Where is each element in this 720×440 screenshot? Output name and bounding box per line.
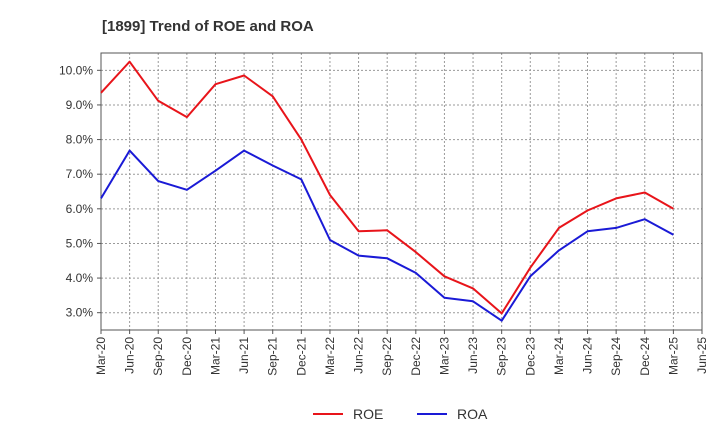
series-line-roa <box>100 149 674 322</box>
x-tick-label: Jun-20 <box>123 337 137 374</box>
y-tick-label: 5.0% <box>66 236 94 250</box>
x-tick-label: Mar-24 <box>552 337 566 375</box>
x-tick-label: Dec-20 <box>180 337 194 376</box>
y-tick-label: 8.0% <box>66 133 94 147</box>
grid-lines <box>101 53 702 330</box>
x-tick-label: Jun-22 <box>352 337 366 374</box>
x-tick-label: Jun-25 <box>695 337 709 374</box>
x-tick-label: Sep-22 <box>380 337 394 376</box>
x-tick-label: Dec-24 <box>638 337 652 376</box>
chart-title: [1899] Trend of ROE and ROA <box>102 18 314 35</box>
x-tick-label: Jun-21 <box>237 337 251 374</box>
x-tick-label: Dec-23 <box>523 337 537 376</box>
x-tick-label: Sep-24 <box>609 337 623 376</box>
y-tick-label: 7.0% <box>66 167 94 181</box>
x-tick-label: Sep-20 <box>151 337 165 376</box>
y-tick-label: 6.0% <box>66 202 94 216</box>
x-tick-label: Mar-23 <box>437 337 451 375</box>
x-tick-label: Dec-21 <box>294 337 308 376</box>
y-tick-label: 10.0% <box>59 63 93 77</box>
y-axis: 3.0% 4.0% 5.0% 6.0% 7.0% 8.0% 9.0% 10.0% <box>59 63 101 320</box>
x-tick-label: Dec-22 <box>409 337 423 376</box>
x-tick-label: Sep-21 <box>266 337 280 376</box>
legend: ROE ROA <box>313 406 488 422</box>
x-tick-label: Mar-25 <box>666 337 680 375</box>
x-tick-label: Jun-24 <box>581 337 595 374</box>
y-tick-label: 3.0% <box>66 306 94 320</box>
legend-label-roe: ROE <box>353 406 383 422</box>
x-tick-label: Jun-23 <box>466 337 480 374</box>
y-tick-label: 4.0% <box>66 271 94 285</box>
series-line-roe <box>100 60 674 315</box>
x-tick-label: Mar-20 <box>94 337 108 375</box>
legend-label-roa: ROA <box>457 406 488 422</box>
y-tick-label: 9.0% <box>66 98 94 112</box>
x-tick-label: Mar-21 <box>208 337 222 375</box>
x-axis: Mar-20 Jun-20 Sep-20 Dec-20 Mar-21 Jun-21 Sep-… <box>94 330 709 376</box>
plot-area <box>100 52 703 331</box>
x-tick-label: Mar-22 <box>323 337 337 375</box>
x-tick-label: Sep-23 <box>495 337 509 376</box>
series-layer <box>100 60 674 322</box>
